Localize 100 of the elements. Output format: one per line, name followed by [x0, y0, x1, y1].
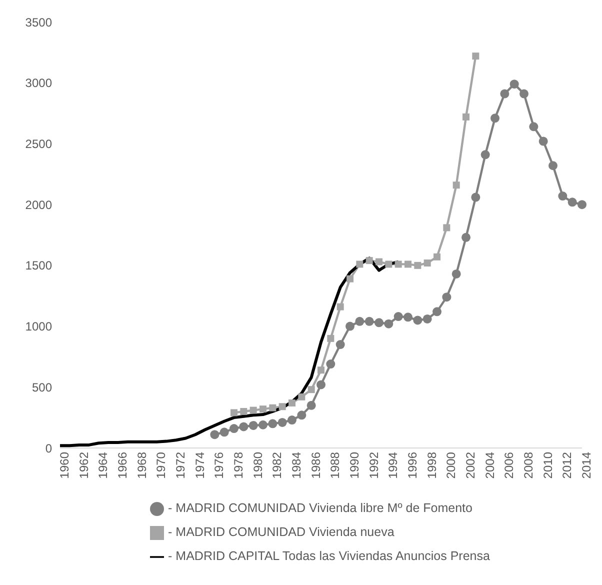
point [364, 316, 374, 326]
x-tick-label: 2010 [540, 452, 555, 479]
x-tick-label: 1986 [308, 452, 323, 479]
point [538, 136, 548, 146]
x-tick-label: 1974 [192, 452, 207, 479]
x-tick-label: 2004 [482, 452, 497, 479]
point [260, 406, 266, 413]
point [318, 366, 324, 374]
x-tick-label: 1968 [134, 452, 149, 479]
point [230, 424, 238, 434]
point [472, 52, 480, 60]
point [422, 314, 432, 324]
x-tick-label: 1962 [76, 452, 91, 479]
point [250, 406, 257, 414]
point [248, 420, 258, 430]
point [278, 418, 287, 427]
point [376, 258, 382, 266]
x-tick-label: 1976 [212, 452, 226, 479]
point [366, 257, 373, 264]
x-tick-label: 1960 [58, 452, 72, 479]
point [298, 393, 306, 400]
point [288, 399, 296, 406]
point [529, 122, 538, 132]
point [442, 292, 452, 302]
x-tick-label: 1984 [290, 452, 304, 479]
y-tick-label: 1500 [25, 258, 52, 273]
point [414, 262, 422, 269]
point [278, 403, 286, 410]
point [520, 89, 528, 98]
legend-label: - MADRID COMUNIDAD Vivienda libre Mº de Fomento [168, 501, 472, 515]
point [336, 340, 345, 350]
point [452, 182, 460, 189]
point [356, 260, 364, 268]
x-tick-label: 1964 [96, 452, 110, 479]
point [210, 430, 220, 440]
x-tick-label: 1980 [250, 452, 265, 479]
point [452, 269, 461, 278]
point [297, 410, 306, 420]
point [336, 303, 344, 310]
x-tick-label: 2002 [464, 452, 478, 479]
x-tick-label: 1972 [174, 452, 188, 479]
point [548, 161, 558, 170]
point [384, 319, 394, 328]
point [230, 409, 238, 416]
point [413, 316, 422, 325]
point [269, 404, 276, 412]
point [239, 422, 248, 432]
y-tick-label: 2000 [25, 198, 52, 212]
point [480, 150, 490, 160]
point [462, 232, 470, 242]
point [374, 318, 384, 328]
point [578, 200, 586, 210]
point [424, 259, 431, 266]
x-tick-label: 1996 [406, 452, 420, 479]
x-tick-label: 1998 [424, 452, 439, 479]
point [316, 380, 326, 390]
x-tick-label: 2008 [522, 452, 536, 479]
point [394, 312, 403, 322]
legend-label: - MADRID COMUNIDAD Vivienda nueva [168, 525, 394, 539]
x-tick-label: 1970 [154, 452, 168, 479]
x-tick-label: 1978 [232, 452, 246, 479]
point [500, 89, 510, 98]
y-tick-label: 3000 [25, 76, 52, 90]
point [568, 198, 577, 207]
y-tick-label: 1000 [25, 320, 52, 334]
y-tick-label: 3500 [25, 15, 52, 30]
point [326, 360, 336, 369]
point [443, 224, 450, 232]
x-tick-label: 2000 [444, 452, 458, 479]
point [490, 114, 500, 123]
point [346, 275, 354, 282]
x-tick-label: 1990 [348, 452, 362, 479]
x-tick-label: 1966 [116, 452, 130, 479]
x-tick-label: 1994 [386, 452, 400, 479]
point [220, 428, 229, 437]
point [510, 80, 519, 89]
point [306, 400, 316, 410]
point [404, 312, 412, 322]
point [355, 316, 364, 326]
point [558, 192, 568, 201]
point [462, 113, 470, 120]
point [288, 416, 296, 425]
point [385, 260, 392, 268]
x-tick-label: 1992 [366, 452, 381, 479]
point [404, 260, 412, 268]
point [394, 260, 402, 268]
y-tick-label: 0 [45, 441, 52, 456]
point [471, 192, 480, 202]
x-tick-label: 1982 [270, 452, 284, 479]
y-tick-label: 500 [32, 380, 52, 394]
point [308, 386, 315, 394]
point [327, 334, 334, 342]
point [240, 408, 248, 415]
point [258, 420, 268, 430]
x-tick-label: 2014 [580, 452, 594, 479]
point [432, 307, 442, 316]
point [434, 253, 440, 260]
y-tick-label: 2500 [25, 136, 52, 151]
legend-label: - MADRID CAPITAL Todas las Viviendas Anuncios Prensa [168, 549, 490, 563]
point [268, 419, 278, 428]
